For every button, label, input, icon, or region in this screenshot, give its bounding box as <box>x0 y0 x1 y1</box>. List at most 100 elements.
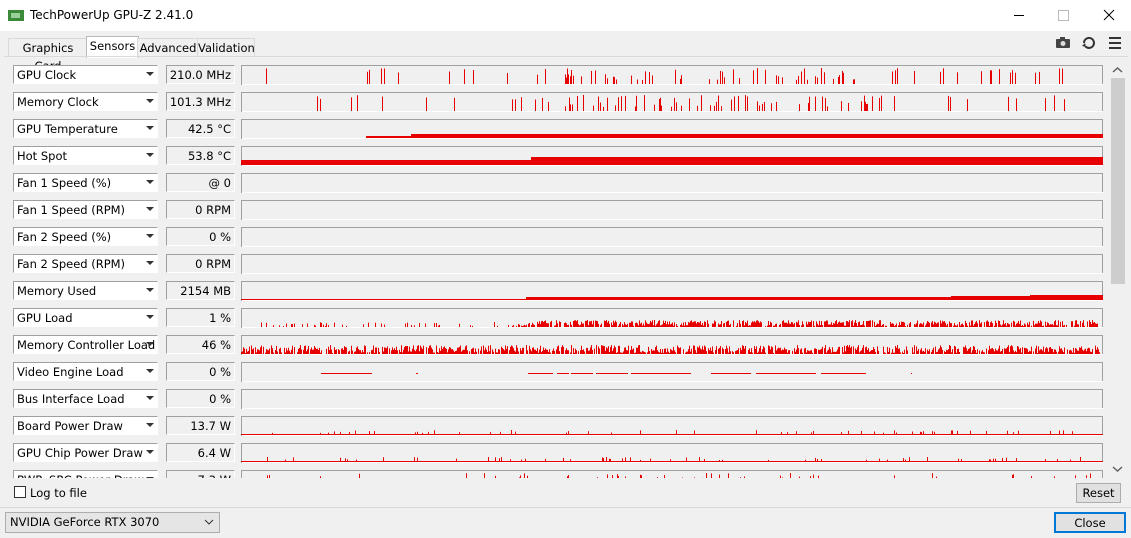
sensor-name-text: Memory Used <box>17 284 97 298</box>
sensor-name-text: GPU Temperature <box>17 122 118 136</box>
sensor-graph <box>241 254 1103 274</box>
sensor-row: Hot Spot 53.8 °C <box>0 146 1107 167</box>
dropdown-arrow[interactable] <box>146 261 154 265</box>
sensor-value: 6.4 W <box>166 443 235 462</box>
dropdown-arrow[interactable] <box>146 234 154 238</box>
sensor-value: 42.5 °C <box>166 119 235 138</box>
sensor-value: 7.3 W <box>166 470 235 478</box>
graph-trace <box>241 295 1103 300</box>
graph-background <box>241 173 1103 193</box>
reset-button[interactable]: Reset <box>1076 483 1121 503</box>
sensor-name[interactable]: GPU Temperature <box>13 119 158 138</box>
graph-background <box>241 254 1103 274</box>
dropdown-arrow[interactable] <box>146 288 154 292</box>
tab[interactable]: Sensors <box>86 36 139 58</box>
sensor-name-text: Fan 2 Speed (RPM) <box>17 257 126 271</box>
sensor-name[interactable]: Fan 1 Speed (%) <box>13 173 158 192</box>
sensor-name-text: Bus Interface Load <box>17 392 125 406</box>
separator <box>0 507 1131 508</box>
sensor-value: 1 % <box>166 308 235 327</box>
sensor-row: Board Power Draw 13.7 W <box>0 416 1107 437</box>
sensor-value: 0 % <box>166 227 235 246</box>
toolbar-icons[interactable] <box>1054 34 1126 52</box>
sensor-name[interactable]: Video Engine Load <box>13 362 158 381</box>
sensor-row: Memory Used 2154 MB <box>0 281 1107 302</box>
window-title: TechPowerUp GPU-Z 2.41.0 <box>30 8 194 22</box>
graph-background <box>241 416 1103 436</box>
sensor-name[interactable]: GPU Load <box>13 308 158 327</box>
dropdown-arrow[interactable] <box>146 315 154 319</box>
log-label: Log to file <box>30 486 87 500</box>
close-button[interactable]: Close <box>1054 512 1126 533</box>
graph-trace <box>241 157 1103 165</box>
sensor-row: Fan 1 Speed (RPM) 0 RPM <box>0 200 1107 221</box>
sensor-name-text: Video Engine Load <box>17 365 124 379</box>
sensor-value: 53.8 °C <box>166 146 235 165</box>
sensor-value: 0 RPM <box>166 254 235 273</box>
sensor-row: Fan 2 Speed (RPM) 0 RPM <box>0 254 1107 275</box>
sensor-name[interactable]: Memory Clock <box>13 92 158 111</box>
sensor-graph <box>241 308 1103 328</box>
sensor-name[interactable]: PWR_SRC Power Draw <box>13 470 158 478</box>
dropdown-arrow[interactable] <box>146 477 154 478</box>
sensor-graph <box>241 119 1103 139</box>
title-bar: TechPowerUp GPU-Z 2.41.0 <box>0 0 1131 31</box>
dropdown-arrow[interactable] <box>146 72 154 76</box>
sensor-name[interactable]: Board Power Draw <box>13 416 158 435</box>
sensor-name[interactable]: Bus Interface Load <box>13 389 158 408</box>
log-checkbox[interactable] <box>14 486 26 498</box>
dropdown-arrow[interactable] <box>146 369 154 373</box>
sensors-panel <box>4 56 1128 507</box>
sensor-name-text: Hot Spot <box>17 149 67 163</box>
dropdown-arrow[interactable] <box>146 99 154 103</box>
gpu-select[interactable]: NVIDIA GeForce RTX 3070 <box>5 512 220 533</box>
dropdown-arrow[interactable] <box>146 450 154 454</box>
sensor-name-text: GPU Load <box>17 311 73 325</box>
window-controls[interactable] <box>1005 0 1131 31</box>
sensor-value: 210.0 MHz <box>166 65 235 84</box>
graph-trace <box>261 320 1098 327</box>
graph-trace <box>241 345 1100 354</box>
dropdown-arrow[interactable] <box>146 342 154 346</box>
sensor-name-text: Memory Controller Load <box>17 338 156 352</box>
sensor-row: Bus Interface Load 0 % <box>0 389 1107 410</box>
sensor-name[interactable]: Hot Spot <box>13 146 158 165</box>
sensor-graph <box>241 65 1103 85</box>
sensor-value: 2154 MB <box>166 281 235 300</box>
tab[interactable]: Advanced <box>137 38 199 57</box>
sensor-name-text: PWR_SRC Power Draw <box>17 473 144 478</box>
dropdown-arrow[interactable] <box>146 126 154 130</box>
sensor-value: 46 % <box>166 335 235 354</box>
dropdown-arrow[interactable] <box>146 180 154 184</box>
dropdown-arrow[interactable] <box>146 207 154 211</box>
scroll-thumb[interactable] <box>1111 78 1125 284</box>
sensor-value: 13.7 W <box>166 416 235 435</box>
sensor-name[interactable]: Fan 2 Speed (RPM) <box>13 254 158 273</box>
dropdown-arrow[interactable] <box>146 153 154 157</box>
graph-background <box>241 65 1103 85</box>
app-icon <box>8 10 24 21</box>
sensor-graph <box>241 227 1103 247</box>
graph-background <box>241 227 1103 247</box>
tab[interactable]: Graphics Card <box>8 38 88 73</box>
dropdown-arrow[interactable] <box>146 423 154 427</box>
sensor-name[interactable]: Memory Used <box>13 281 158 300</box>
sensor-name[interactable]: GPU Chip Power Draw <box>13 443 158 462</box>
sensor-graph <box>241 281 1103 301</box>
graph-background <box>241 362 1103 382</box>
sensor-row: GPU Chip Power Draw 6.4 W <box>0 443 1107 464</box>
sensor-graph <box>241 335 1103 355</box>
sensor-name-text: Fan 1 Speed (%) <box>17 176 112 190</box>
sensor-name[interactable]: Memory Controller Load <box>13 335 158 354</box>
sensor-name-text: Fan 1 Speed (RPM) <box>17 203 126 217</box>
graph-background <box>241 443 1103 463</box>
sensor-name[interactable]: GPU Clock <box>13 65 158 84</box>
tab[interactable]: Validation <box>197 38 255 57</box>
sensor-value: @ 0 <box>166 173 235 192</box>
sensor-value: 0 RPM <box>166 200 235 219</box>
sensor-name-text: Memory Clock <box>17 95 99 109</box>
sensor-name[interactable]: Fan 2 Speed (%) <box>13 227 158 246</box>
sensor-graph <box>241 443 1103 463</box>
sensor-name[interactable]: Fan 1 Speed (RPM) <box>13 200 158 219</box>
dropdown-arrow[interactable] <box>146 396 154 400</box>
